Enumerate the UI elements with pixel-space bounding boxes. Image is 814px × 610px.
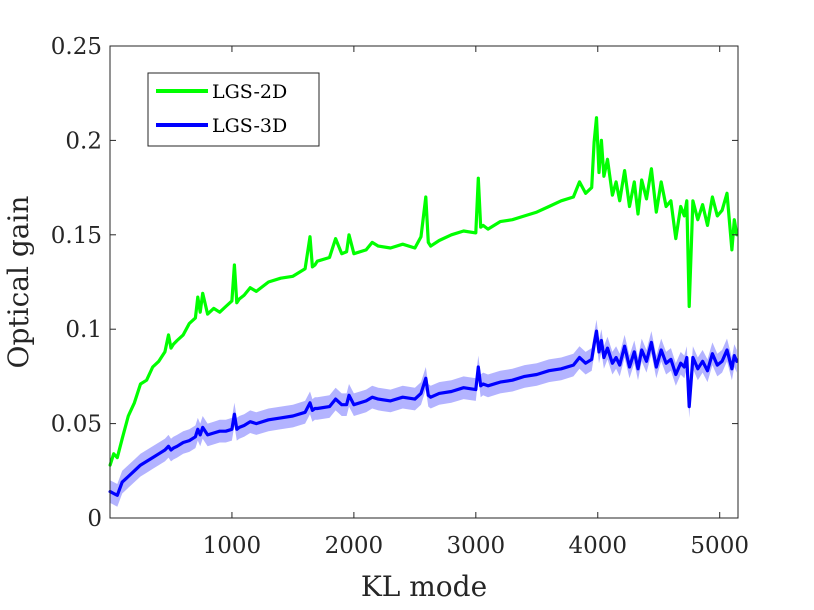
ticks-layer: 1000 2000 3000 4000 5000 0 0.05 0.1 0.15 0.2 0.25 <box>51 34 749 559</box>
x-tick-label: 3000 <box>447 533 506 559</box>
series-layer <box>108 116 739 507</box>
y-tick-label: 0.15 <box>51 223 102 249</box>
legend: LGS-2D LGS-3D <box>147 72 320 147</box>
y-tick-label: 0 <box>87 506 102 532</box>
y-tick-label: 0.2 <box>65 128 102 154</box>
legend-box <box>147 72 320 147</box>
y-axis-label: Optical gain <box>2 196 35 369</box>
series-line-lgs-3d <box>108 329 739 497</box>
series-line-lgs-2d <box>108 116 739 467</box>
y-tick-label: 0.05 <box>51 412 102 438</box>
confidence-band-lgs-3d <box>110 319 737 507</box>
axes-box <box>109 45 739 519</box>
y-tick-label: 0.1 <box>65 317 102 343</box>
x-tick-label: 5000 <box>690 533 749 559</box>
x-tick-label: 4000 <box>568 533 627 559</box>
y-tick-label: 0.25 <box>51 34 102 60</box>
legend-label-lgs-2d: LGS-2D <box>212 81 287 103</box>
x-tick-label: 2000 <box>325 533 384 559</box>
x-tick-label: 1000 <box>203 533 262 559</box>
x-axis-label: KL mode <box>361 570 487 603</box>
legend-label-lgs-3d: LGS-3D <box>212 115 287 137</box>
